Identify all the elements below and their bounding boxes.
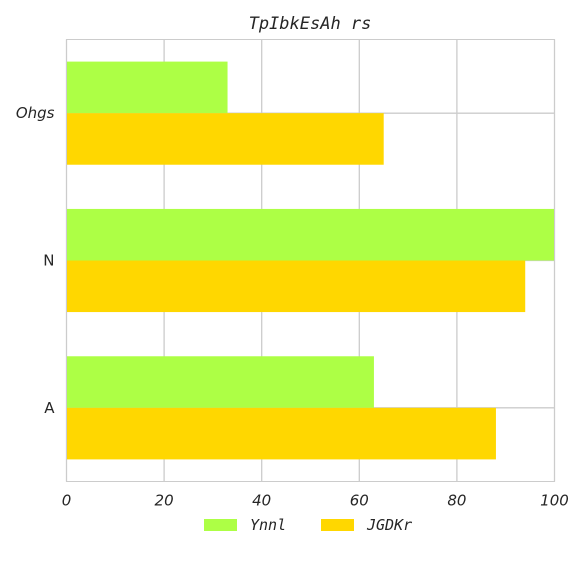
chart-title: TpIbkEsAh rs <box>249 14 372 34</box>
x-tick-label: 20 <box>155 492 174 510</box>
y-tick-label: Ohgs <box>16 104 55 122</box>
x-tick-label: 80 <box>447 492 466 510</box>
bar-ynnl-n <box>66 208 555 261</box>
bars <box>66 61 555 460</box>
x-tick-label: 100 <box>540 492 569 510</box>
bar-ynnl-ohgs <box>66 61 228 114</box>
x-tick-label: 0 <box>62 492 72 510</box>
plot-frame <box>66 39 555 482</box>
legend-label-jgdkr: JGDKr <box>366 516 412 534</box>
bar-jgdkr-a <box>66 407 496 460</box>
bar-jgdkr-n <box>66 260 526 313</box>
legend-swatch-ynnl <box>204 519 237 531</box>
y-tick-label: A <box>44 399 55 417</box>
x-tick-label: 40 <box>252 492 271 510</box>
legend: Ynnl JGDKr <box>204 516 412 534</box>
y-tick-label: N <box>43 252 54 270</box>
y-axis-ticks: Ohgs N A <box>16 104 55 417</box>
legend-swatch-jgdkr <box>321 519 354 531</box>
x-axis-ticks: 0 20 40 60 80 100 <box>62 492 569 510</box>
legend-label-ynnl: Ynnl <box>250 516 286 534</box>
x-tick-label: 60 <box>350 492 369 510</box>
bar-jgdkr-ohgs <box>66 113 384 165</box>
bar-ynnl-a <box>66 356 374 408</box>
